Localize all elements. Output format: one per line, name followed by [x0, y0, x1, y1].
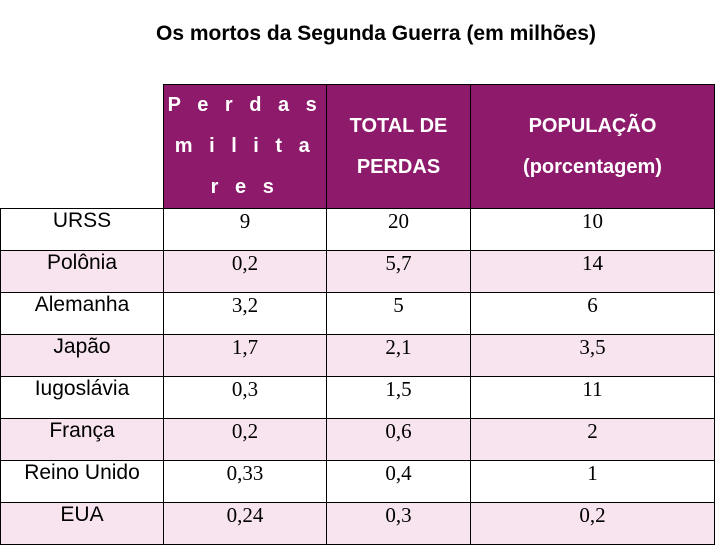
column-header-line: TOTAL DE	[349, 114, 448, 137]
military-losses-cell: 0,2	[163, 418, 327, 461]
population-percent-cell: 6	[470, 292, 715, 335]
country-cell: França	[0, 418, 164, 461]
table-row: URSS 9 20 10	[0, 208, 715, 251]
country-cell: Reino Unido	[0, 460, 164, 503]
population-percent-cell: 0,2	[470, 502, 715, 545]
table-row: França 0,2 0,6 2	[0, 418, 715, 461]
country-cell: Alemanha	[0, 292, 164, 335]
table-row: Polônia 0,2 5,7 14	[0, 250, 715, 293]
total-losses-cell: 1,5	[326, 376, 471, 419]
corner-cell	[0, 84, 164, 209]
country-cell: Iugoslávia	[0, 376, 164, 419]
column-header-line: P e r d a s	[167, 94, 323, 116]
table-row: Japão 1,7 2,1 3,5	[0, 334, 715, 377]
column-header-line: PERDAS	[356, 155, 441, 178]
table-row: Iugoslávia 0,3 1,5 11	[0, 376, 715, 419]
column-header-line: m i l i t a r e s	[174, 135, 316, 198]
military-losses-cell: 0,24	[163, 502, 327, 545]
war-deaths-table: P e r d a s m i l i t a r e s TOTAL DE P…	[0, 84, 715, 545]
military-losses-cell: 1,7	[163, 334, 327, 377]
header-row: P e r d a s m i l i t a r e s TOTAL DE P…	[0, 84, 715, 209]
total-losses-cell: 0,6	[326, 418, 471, 461]
table-title: Os mortos da Segunda Guerra (em milhões)	[156, 22, 596, 45]
military-losses-cell: 9	[163, 208, 327, 251]
population-percent-cell: 2	[470, 418, 715, 461]
population-percent-cell: 14	[470, 250, 715, 293]
country-cell: Polônia	[0, 250, 164, 293]
table-row: EUA 0,24 0,3 0,2	[0, 502, 715, 545]
total-losses-cell: 20	[326, 208, 471, 251]
country-cell: Japão	[0, 334, 164, 377]
column-header-line: (porcentagem)	[523, 155, 662, 178]
total-losses-cell: 5	[326, 292, 471, 335]
military-losses-cell: 0,33	[163, 460, 327, 503]
country-cell: EUA	[0, 502, 164, 545]
total-losses-cell: 0,3	[326, 502, 471, 545]
column-header-population: POPULAÇÃO (porcentagem)	[470, 84, 715, 209]
total-losses-cell: 5,7	[326, 250, 471, 293]
population-percent-cell: 1	[470, 460, 715, 503]
military-losses-cell: 3,2	[163, 292, 327, 335]
table-row: Alemanha 3,2 5 6	[0, 292, 715, 335]
military-losses-cell: 0,2	[163, 250, 327, 293]
column-header-total-losses: TOTAL DE PERDAS	[326, 84, 471, 209]
country-cell: URSS	[0, 208, 164, 251]
total-losses-cell: 2,1	[326, 334, 471, 377]
table-row: Reino Unido 0,33 0,4 1	[0, 460, 715, 503]
population-percent-cell: 10	[470, 208, 715, 251]
population-percent-cell: 3,5	[470, 334, 715, 377]
column-header-military-losses: P e r d a s m i l i t a r e s	[163, 84, 327, 209]
military-losses-cell: 0,3	[163, 376, 327, 419]
population-percent-cell: 11	[470, 376, 715, 419]
column-header-line: POPULAÇÃO	[528, 114, 657, 137]
total-losses-cell: 0,4	[326, 460, 471, 503]
